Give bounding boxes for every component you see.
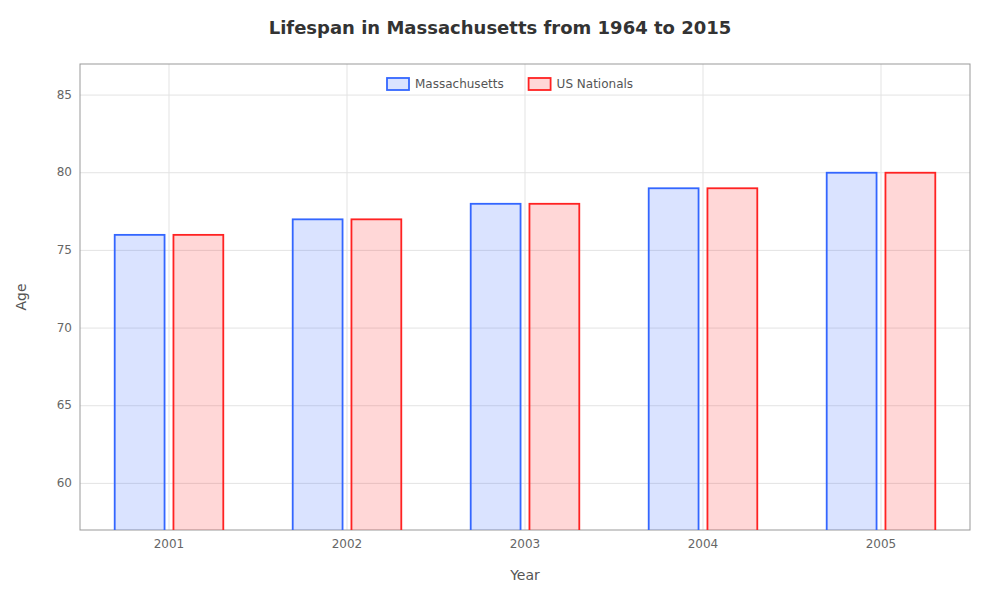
bar xyxy=(707,188,757,530)
bar xyxy=(173,235,223,530)
y-tick-label: 85 xyxy=(57,88,72,102)
y-axis-label: Age xyxy=(13,283,29,310)
legend-swatch xyxy=(387,78,409,90)
bar xyxy=(827,173,877,530)
x-tick-label: 2005 xyxy=(866,537,897,551)
x-grid-line xyxy=(525,64,526,530)
x-tick-label: 2002 xyxy=(332,537,363,551)
chart-container: 60 65 70 75 80 85 2001 2002 2003 2004 2005 Lifespan… xyxy=(0,0,1000,600)
x-grid-line xyxy=(169,64,170,530)
legend-label: US Nationals xyxy=(557,77,633,91)
bar xyxy=(529,204,579,530)
y-tick-label: 70 xyxy=(57,321,72,335)
x-grid-line xyxy=(881,64,882,530)
title: Lifespan in Massachusetts from 1964 to 2… xyxy=(269,17,732,38)
x-grid-line xyxy=(347,64,348,530)
x-tick-label: 2004 xyxy=(688,537,719,551)
x-grid-line xyxy=(703,64,704,530)
x-tick-label: 2003 xyxy=(510,537,541,551)
y-tick-label: 80 xyxy=(57,165,72,179)
bars xyxy=(115,173,936,530)
bar xyxy=(351,219,401,530)
bar xyxy=(293,219,343,530)
x-tick-label: 2001 xyxy=(154,537,185,551)
bar xyxy=(885,173,935,530)
y-tick-label: 75 xyxy=(57,243,72,257)
legend-swatch xyxy=(529,78,551,90)
legend-label: Massachusetts xyxy=(415,77,504,91)
bar xyxy=(649,188,699,530)
bar xyxy=(115,235,165,530)
x-axis-label: Year xyxy=(509,567,540,583)
legend: Massachusetts US Nationals xyxy=(387,77,633,91)
y-tick-label: 65 xyxy=(57,398,72,412)
bar xyxy=(471,204,521,530)
y-tick-label: 60 xyxy=(57,476,72,490)
chart-svg: 60 65 70 75 80 85 2001 2002 2003 2004 2005 Lifespan… xyxy=(0,0,1000,600)
